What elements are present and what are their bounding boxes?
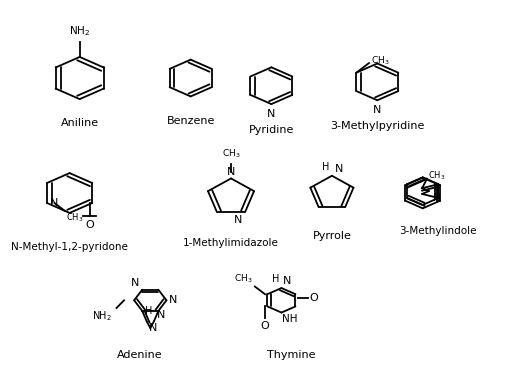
Text: Aniline: Aniline xyxy=(60,118,99,128)
Text: 3-Methylpyridine: 3-Methylpyridine xyxy=(330,121,425,131)
Text: NH$_2$: NH$_2$ xyxy=(91,309,111,323)
Text: O: O xyxy=(86,220,94,230)
Text: Pyrrole: Pyrrole xyxy=(312,231,351,241)
Text: H: H xyxy=(145,306,153,316)
Text: H: H xyxy=(271,274,279,284)
Text: Thymine: Thymine xyxy=(267,350,316,360)
Text: 1-Methylimidazole: 1-Methylimidazole xyxy=(183,238,279,248)
Text: Pyridine: Pyridine xyxy=(249,125,294,135)
Text: N: N xyxy=(149,323,158,334)
Text: 3-Methylindole: 3-Methylindole xyxy=(399,225,477,235)
Text: N: N xyxy=(267,109,276,119)
Text: N: N xyxy=(227,166,235,176)
Text: CH$_3$: CH$_3$ xyxy=(234,272,253,284)
Text: CH$_3$: CH$_3$ xyxy=(372,55,390,68)
Text: H: H xyxy=(322,162,329,172)
Text: Benzene: Benzene xyxy=(166,115,215,125)
Text: CH$_3$: CH$_3$ xyxy=(222,147,240,160)
Text: N: N xyxy=(433,193,440,203)
Text: NH$_2$: NH$_2$ xyxy=(69,24,90,38)
Text: Adenine: Adenine xyxy=(118,350,163,360)
Text: N: N xyxy=(373,105,382,115)
Text: NH: NH xyxy=(282,315,298,325)
Text: O: O xyxy=(310,293,318,303)
Text: N-Methyl-1,2-pyridone: N-Methyl-1,2-pyridone xyxy=(11,242,128,252)
Text: CH$_3$: CH$_3$ xyxy=(428,169,446,182)
Text: N: N xyxy=(334,164,343,174)
Text: N: N xyxy=(234,215,243,225)
Text: O: O xyxy=(260,321,269,331)
Text: N: N xyxy=(156,310,165,320)
Text: N: N xyxy=(49,198,58,208)
Text: N: N xyxy=(282,276,291,286)
Text: N: N xyxy=(131,278,140,288)
Text: N: N xyxy=(169,295,177,305)
Text: CH$_3$: CH$_3$ xyxy=(66,212,83,224)
